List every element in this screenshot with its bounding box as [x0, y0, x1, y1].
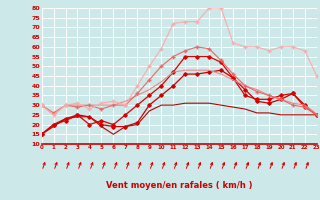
Text: Vent moyen/en rafales ( km/h ): Vent moyen/en rafales ( km/h ) [106, 182, 252, 190]
